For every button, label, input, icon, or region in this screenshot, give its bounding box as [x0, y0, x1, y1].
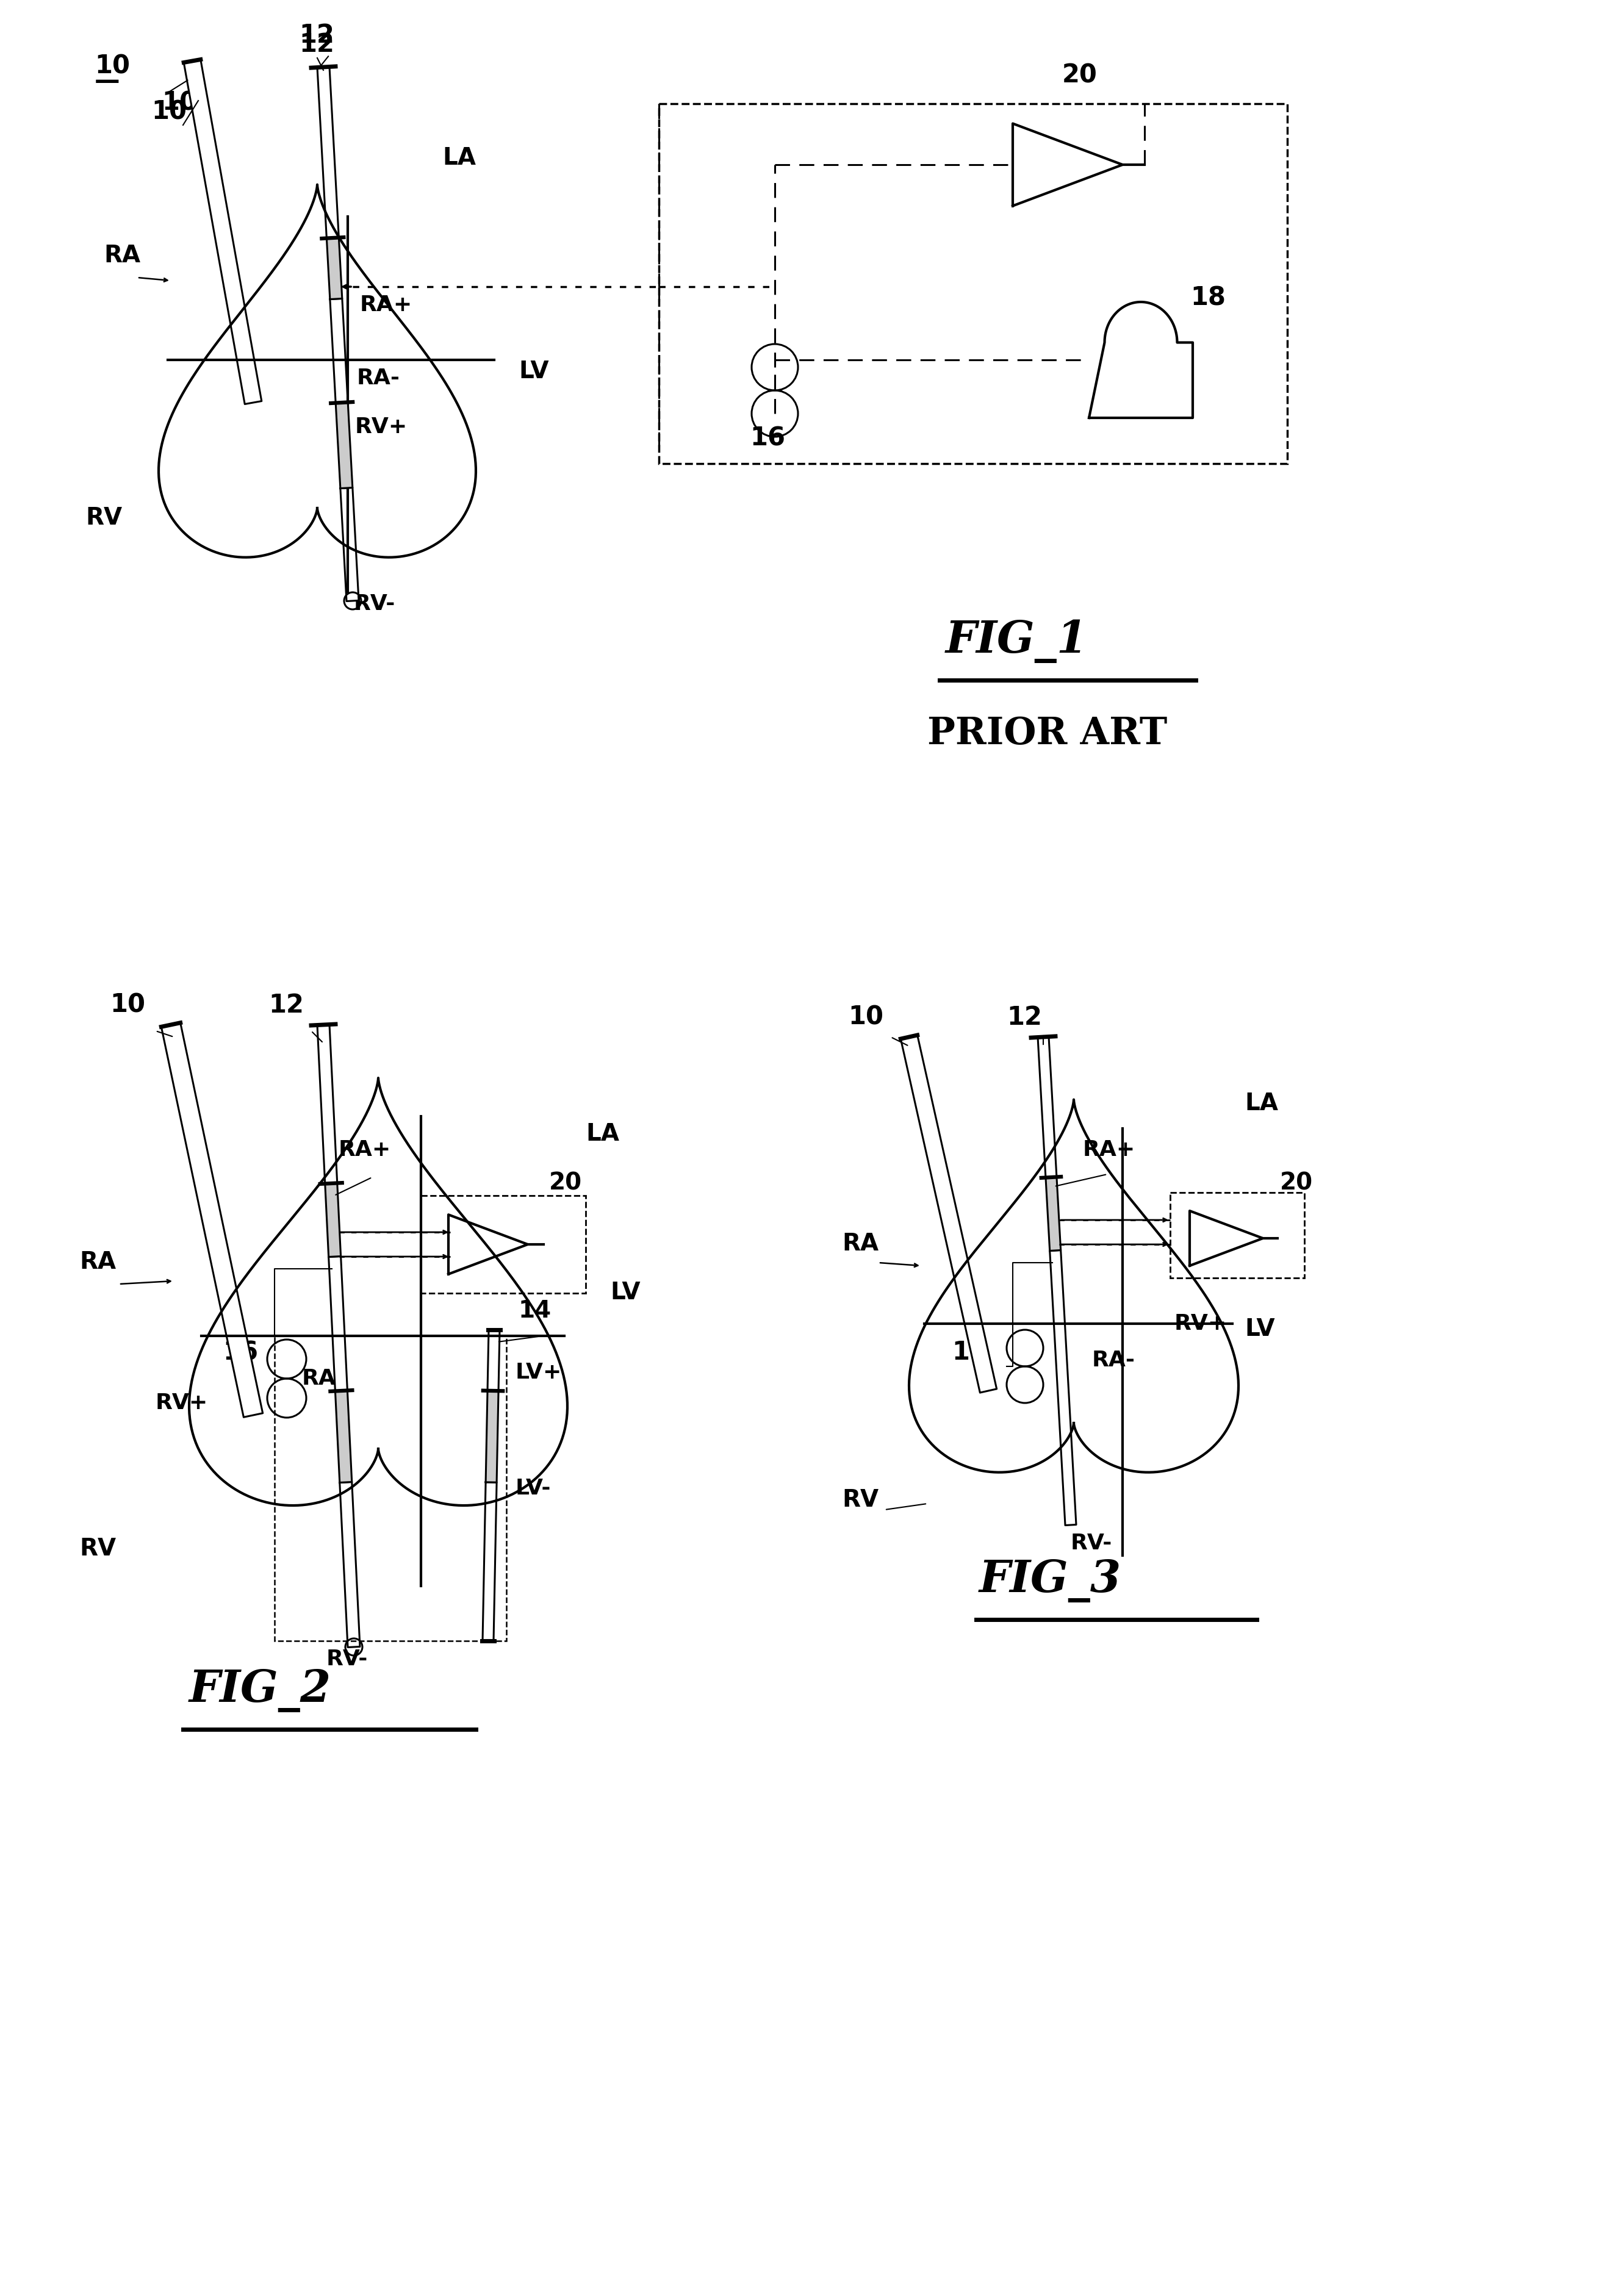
- Text: 20: 20: [550, 1171, 582, 1194]
- Text: LA: LA: [443, 147, 477, 170]
- Text: 12: 12: [298, 32, 334, 57]
- Text: RV+: RV+: [355, 416, 408, 436]
- Polygon shape: [340, 1481, 360, 1646]
- Polygon shape: [318, 1024, 337, 1185]
- Text: 10: 10: [848, 1006, 883, 1031]
- Text: LV: LV: [519, 360, 550, 383]
- Polygon shape: [1046, 1178, 1060, 1251]
- Text: LA: LA: [585, 1123, 619, 1146]
- Polygon shape: [331, 298, 349, 402]
- Text: 18: 18: [1190, 285, 1225, 310]
- Text: RA-: RA-: [1093, 1350, 1135, 1371]
- Polygon shape: [160, 1022, 263, 1417]
- Text: RV: RV: [841, 1488, 879, 1511]
- Text: RA-: RA-: [357, 367, 400, 388]
- Text: RA: RA: [79, 1251, 117, 1274]
- Text: 12: 12: [269, 992, 303, 1017]
- Bar: [658, 103, 1287, 464]
- Polygon shape: [483, 1483, 496, 1642]
- Text: 10: 10: [162, 90, 198, 115]
- Text: PRIOR ART: PRIOR ART: [927, 716, 1167, 753]
- Text: RV: RV: [86, 507, 122, 530]
- Bar: [1170, 1192, 1305, 1279]
- Text: FIG_1: FIG_1: [945, 620, 1088, 664]
- Text: 16: 16: [222, 1341, 258, 1366]
- Text: 20: 20: [1281, 1171, 1313, 1194]
- Text: RA-: RA-: [302, 1368, 345, 1389]
- Text: FIG_2: FIG_2: [190, 1669, 331, 1713]
- Text: 12: 12: [1007, 1006, 1042, 1031]
- Text: —: —: [94, 69, 120, 94]
- Text: RV-: RV-: [1071, 1534, 1112, 1554]
- Text: RA+: RA+: [360, 294, 413, 315]
- Polygon shape: [329, 1256, 347, 1391]
- Text: 16: 16: [751, 425, 785, 450]
- Text: LV+: LV+: [515, 1362, 562, 1382]
- Text: LA: LA: [1245, 1093, 1277, 1116]
- Bar: [421, 1196, 585, 1293]
- Polygon shape: [326, 236, 342, 298]
- Polygon shape: [336, 1391, 352, 1483]
- Bar: [274, 1336, 506, 1642]
- Text: FIG_3: FIG_3: [979, 1559, 1122, 1603]
- Text: 10: 10: [94, 53, 130, 78]
- Polygon shape: [318, 67, 339, 239]
- Text: RA+: RA+: [339, 1139, 391, 1159]
- Text: RV-: RV-: [353, 595, 396, 615]
- Polygon shape: [340, 487, 358, 602]
- Text: 20: 20: [1062, 62, 1097, 87]
- Polygon shape: [1037, 1038, 1057, 1178]
- Text: RV: RV: [79, 1538, 117, 1561]
- Polygon shape: [486, 1391, 499, 1483]
- Text: 10: 10: [110, 992, 146, 1017]
- Text: RA+: RA+: [1083, 1139, 1136, 1159]
- Text: RV-: RV-: [326, 1649, 368, 1669]
- Polygon shape: [326, 1182, 340, 1256]
- Text: RA: RA: [104, 243, 141, 266]
- Text: 10: 10: [151, 99, 186, 124]
- Text: 12: 12: [298, 23, 334, 48]
- Text: 16: 16: [952, 1341, 987, 1366]
- Text: LV-: LV-: [515, 1479, 551, 1499]
- Text: RV+: RV+: [156, 1394, 207, 1414]
- Polygon shape: [183, 60, 261, 404]
- Polygon shape: [1050, 1249, 1076, 1525]
- Polygon shape: [901, 1035, 997, 1394]
- Text: 14: 14: [519, 1300, 551, 1322]
- Polygon shape: [336, 402, 352, 489]
- Text: LV: LV: [1245, 1318, 1274, 1341]
- Text: LV: LV: [609, 1281, 640, 1304]
- Text: RA: RA: [841, 1233, 879, 1256]
- Text: RV+: RV+: [1175, 1313, 1227, 1334]
- Polygon shape: [488, 1329, 499, 1391]
